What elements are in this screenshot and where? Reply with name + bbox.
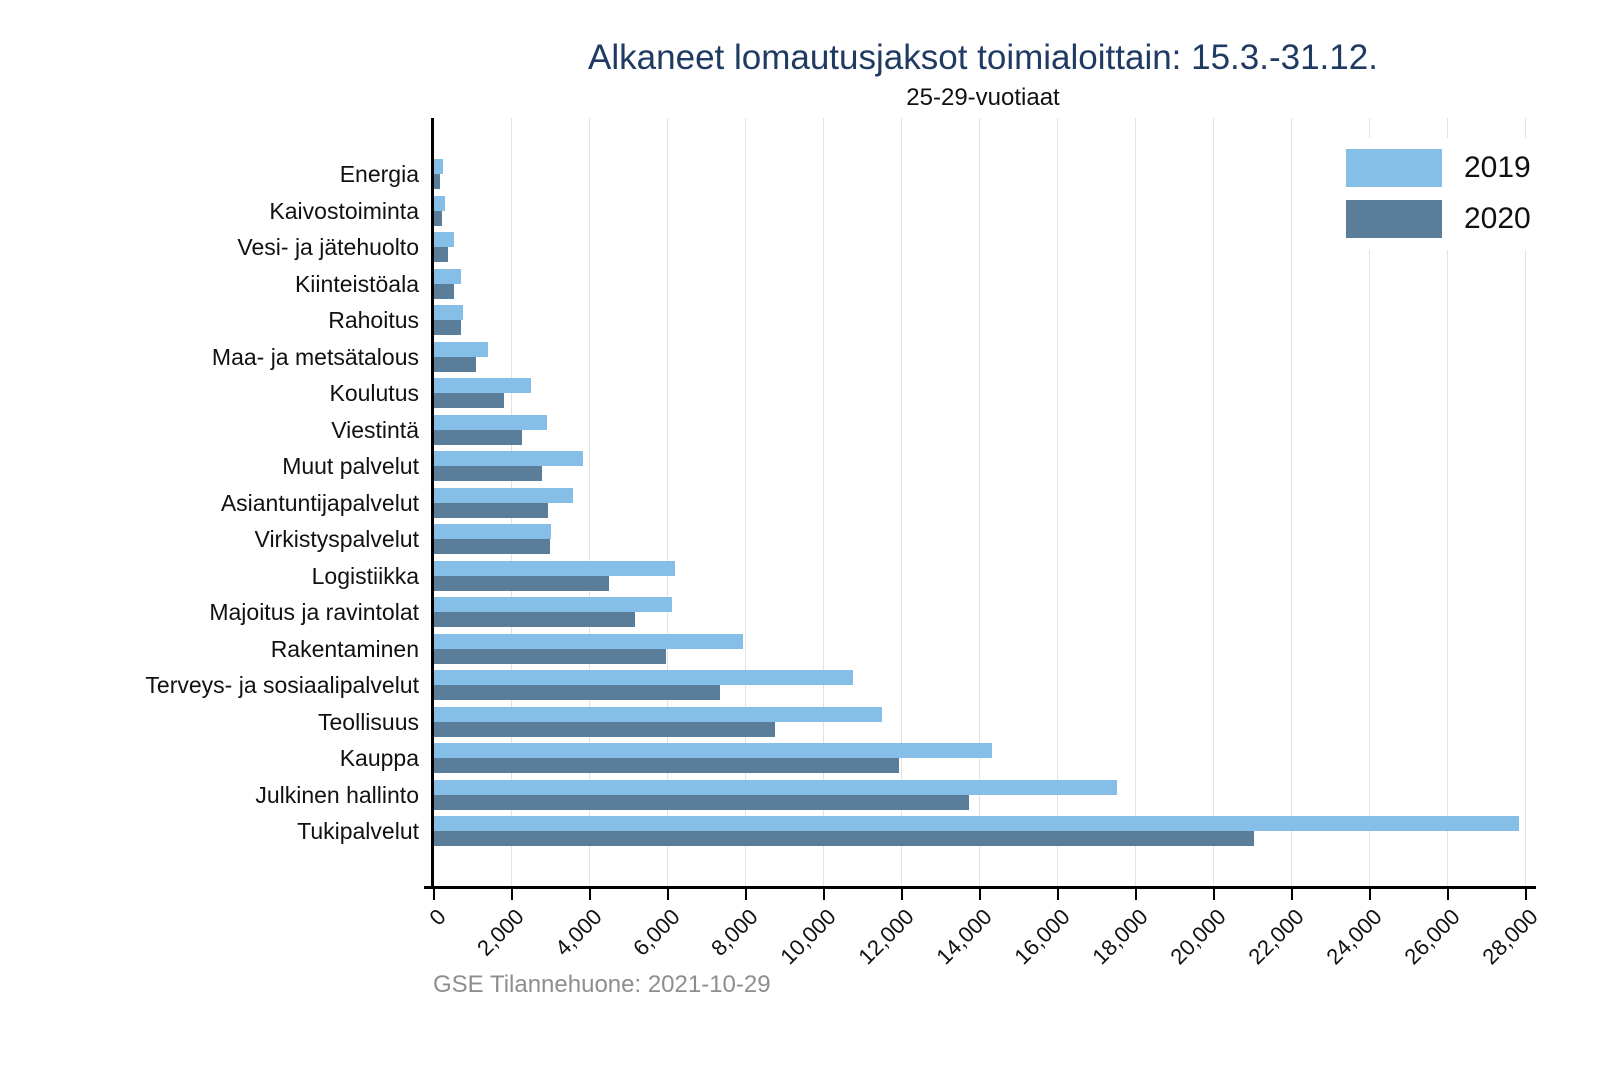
gridline [1135, 118, 1136, 886]
legend: 2019 2020 [1330, 138, 1580, 250]
bar-2020-11 [433, 539, 550, 554]
x-tick [823, 889, 825, 900]
gridline [1525, 118, 1526, 886]
bar-2020-5 [433, 320, 462, 335]
bar-2019-12 [433, 560, 675, 576]
category-label: Kiinteistöala [294, 270, 419, 297]
category-label: Kaivostoiminta [269, 197, 419, 224]
bar-2019-9 [433, 451, 584, 466]
x-tick [433, 889, 435, 900]
gridline [1291, 118, 1292, 886]
plot-area [433, 118, 1533, 886]
x-tick [979, 889, 981, 900]
legend-label-2020: 2020 [1464, 202, 1531, 235]
category-label: Muut palvelut [282, 453, 419, 479]
bar-2019-6 [433, 341, 488, 357]
bar-2020-15 [433, 685, 720, 700]
x-tick [1369, 889, 1371, 900]
category-label: Rahoitus [328, 307, 419, 333]
x-tick [1525, 889, 1527, 900]
bar-2019-7 [433, 378, 531, 393]
x-tick [1447, 889, 1449, 900]
category-label: Maa- ja metsätalous [211, 343, 419, 370]
x-tick [511, 889, 513, 900]
gridline [667, 118, 668, 886]
bar-2020-18 [433, 794, 970, 810]
bar-2019-2 [433, 195, 445, 211]
bar-2019-14 [433, 633, 744, 649]
source-caption: GSE Tilannehuone: 2021-10-29 [433, 971, 771, 998]
category-label: Teollisuus [318, 708, 419, 735]
gridline [979, 118, 980, 886]
bar-2020-13 [433, 612, 636, 627]
gridline [901, 118, 902, 886]
category-label: Virkistyspalvelut [254, 526, 419, 552]
bar-2020-9 [433, 466, 543, 481]
bar-2019-1 [433, 159, 443, 174]
bar-2019-11 [433, 524, 552, 539]
bar-2020-12 [433, 575, 610, 591]
gridline [823, 118, 824, 886]
bar-2019-13 [433, 597, 673, 612]
bar-2019-16 [433, 706, 883, 722]
bar-2019-3 [433, 232, 454, 247]
bar-2019-18 [433, 779, 1118, 795]
category-label: Terveys- ja sosiaalipalvelut [145, 672, 419, 698]
bar-2020-1 [433, 174, 440, 189]
gridline [589, 118, 590, 886]
bar-2020-10 [433, 502, 549, 518]
bar-2020-14 [433, 648, 666, 664]
bar-2020-8 [433, 429, 522, 445]
x-axis-line [424, 886, 1536, 889]
bar-2019-10 [433, 487, 574, 503]
x-tick [1213, 889, 1215, 900]
category-label: Rakentaminen [270, 635, 419, 662]
category-label: Kauppa [339, 745, 419, 771]
bar-2019-5 [433, 305, 463, 320]
category-label: Julkinen hallinto [255, 781, 419, 808]
bar-2020-3 [433, 247, 449, 262]
legend-item-2019: 2019 [1346, 149, 1531, 187]
category-label: Asiantuntijapalvelut [220, 489, 419, 516]
category-label: Vesi- ja jätehuolto [237, 234, 419, 260]
bar-2020-7 [433, 393, 504, 408]
legend-swatch-2019 [1346, 149, 1442, 187]
category-label: Logistiikka [311, 562, 419, 589]
gridline [1213, 118, 1214, 886]
legend-swatch-2020 [1346, 200, 1442, 238]
x-tick [589, 889, 591, 900]
bar-2020-6 [433, 356, 476, 372]
bar-2019-8 [433, 414, 548, 430]
y-axis-line [431, 118, 434, 889]
bar-2020-19 [433, 831, 1255, 846]
chart-title: Alkaneet lomautusjaksot toimialoittain: … [588, 38, 1378, 77]
x-tick [901, 889, 903, 900]
category-label: Energia [339, 161, 419, 187]
bar-2020-17 [433, 758, 900, 773]
gridline [1369, 118, 1370, 886]
gridline [745, 118, 746, 886]
x-tick [745, 889, 747, 900]
gridline [1057, 118, 1058, 886]
x-tick [1057, 889, 1059, 900]
bar-2020-2 [433, 210, 442, 226]
bar-2019-17 [433, 743, 992, 758]
legend-label-2019: 2019 [1464, 151, 1531, 184]
legend-item-2020: 2020 [1346, 200, 1531, 238]
bar-2020-4 [433, 283, 455, 299]
category-label: Tukipalvelut [297, 818, 419, 844]
gridline [1447, 118, 1448, 886]
category-label: Viestintä [331, 416, 419, 443]
bar-2020-16 [433, 721, 776, 737]
chart-subtitle: 25-29-vuotiaat [906, 84, 1060, 111]
category-label: Koulutus [329, 380, 419, 406]
x-tick [667, 889, 669, 900]
bar-2019-4 [433, 268, 462, 284]
x-tick [1135, 889, 1137, 900]
x-tick [1291, 889, 1293, 900]
category-label: Majoitus ja ravintolat [209, 599, 419, 625]
bar-2019-15 [433, 670, 854, 685]
bar-2019-19 [433, 816, 1520, 831]
